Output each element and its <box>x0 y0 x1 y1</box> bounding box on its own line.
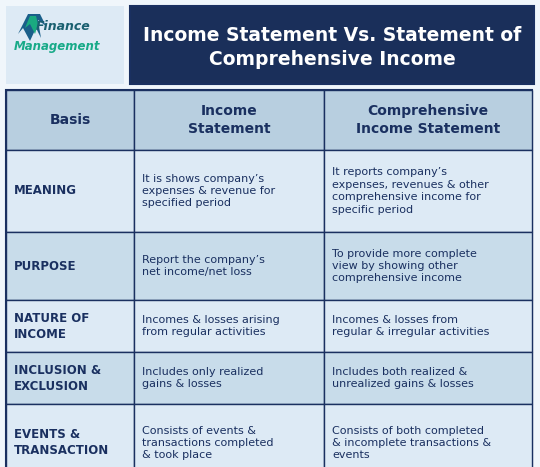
Bar <box>324 90 532 150</box>
Text: Income Statement Vs. Statement of: Income Statement Vs. Statement of <box>143 26 521 45</box>
Bar <box>134 150 324 232</box>
Text: Basis: Basis <box>49 113 91 127</box>
Bar <box>324 232 532 300</box>
Text: It reports company’s
expenses, revenues & other
comprehensive income for
specifi: It reports company’s expenses, revenues … <box>332 167 489 215</box>
Polygon shape <box>18 14 46 41</box>
Text: Includes only realized
gains & losses: Includes only realized gains & losses <box>142 367 264 389</box>
Bar <box>6 90 134 150</box>
Bar <box>324 352 532 404</box>
Bar <box>324 404 532 467</box>
Text: Consists of events &
transactions completed
& took place: Consists of events & transactions comple… <box>142 425 273 460</box>
Bar <box>134 90 324 150</box>
Text: Comprehensive Income: Comprehensive Income <box>208 50 455 69</box>
Text: PURPOSE: PURPOSE <box>14 260 77 273</box>
Text: Report the company’s
net income/net loss: Report the company’s net income/net loss <box>142 255 265 277</box>
Text: Finance: Finance <box>36 20 91 33</box>
Bar <box>6 232 134 300</box>
Text: Incomes & losses from
regular & irregular activities: Incomes & losses from regular & irregula… <box>332 315 489 337</box>
Text: INCLUSION &
EXCLUSION: INCLUSION & EXCLUSION <box>14 363 101 392</box>
Bar <box>134 404 324 467</box>
Bar <box>324 150 532 232</box>
Bar <box>134 352 324 404</box>
Bar <box>324 300 532 352</box>
Bar <box>6 6 124 84</box>
Bar <box>134 232 324 300</box>
Text: NATURE OF
INCOME: NATURE OF INCOME <box>14 311 89 340</box>
Bar <box>6 352 134 404</box>
Bar <box>6 300 134 352</box>
Bar <box>6 404 134 467</box>
Text: MEANING: MEANING <box>14 184 77 198</box>
Polygon shape <box>25 16 38 34</box>
Text: Comprehensive
Income Statement: Comprehensive Income Statement <box>356 104 500 135</box>
Bar <box>130 6 534 84</box>
Text: EVENTS &
TRANSACTION: EVENTS & TRANSACTION <box>14 429 109 458</box>
Bar <box>6 150 134 232</box>
Text: It is shows company’s
expenses & revenue for
specified period: It is shows company’s expenses & revenue… <box>142 174 275 208</box>
Text: To provide more complete
view by showing other
comprehensive income: To provide more complete view by showing… <box>332 248 477 283</box>
Text: Management: Management <box>14 40 100 53</box>
Bar <box>134 300 324 352</box>
Text: Income
Statement: Income Statement <box>188 104 271 135</box>
Bar <box>6 90 532 467</box>
Text: Incomes & losses arising
from regular activities: Incomes & losses arising from regular ac… <box>142 315 280 337</box>
Text: Consists of both completed
& incomplete transactions &
events: Consists of both completed & incomplete … <box>332 425 491 460</box>
Text: Includes both realized &
unrealized gains & losses: Includes both realized & unrealized gain… <box>332 367 474 389</box>
